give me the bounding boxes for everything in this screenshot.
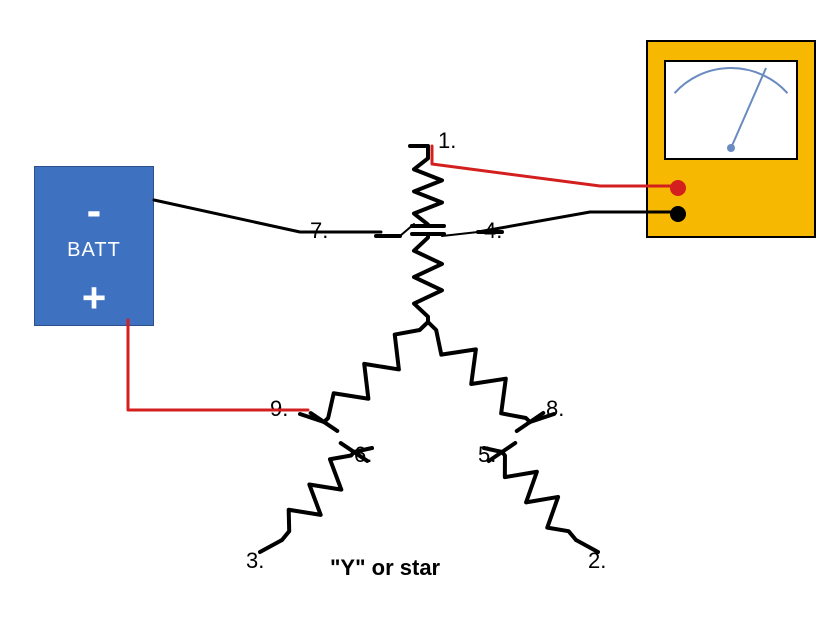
meter-needle-pivot xyxy=(727,144,735,152)
wire-batt-minus-to-node7 xyxy=(154,200,381,232)
tick-node3 xyxy=(260,540,282,552)
lead-node1 xyxy=(410,146,428,154)
meter-arc xyxy=(675,68,788,93)
tick-node6 xyxy=(354,448,372,452)
winding-left-lower xyxy=(282,452,354,540)
schematic-svg xyxy=(0,0,836,632)
wire-meter-red-to-node1 xyxy=(432,146,676,186)
winding-top-lower xyxy=(414,234,442,322)
meter-needle xyxy=(731,68,766,148)
tick-node5 xyxy=(484,448,502,452)
wire-batt-plus-to-node9 xyxy=(128,320,308,410)
winding-right-lower xyxy=(502,452,576,540)
lead-node4 xyxy=(442,232,478,236)
wire-meter-black-to-node4 xyxy=(478,212,676,232)
tick-node2 xyxy=(576,540,598,552)
winding-left-upper xyxy=(324,322,428,422)
winding-right-upper xyxy=(428,322,530,422)
